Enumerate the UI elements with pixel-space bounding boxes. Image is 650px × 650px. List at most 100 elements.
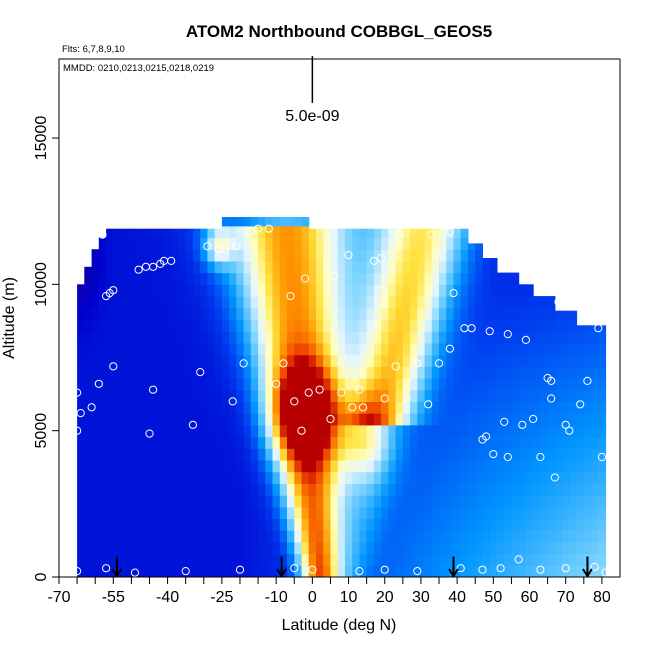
heatmap-cell bbox=[344, 366, 353, 379]
heatmap-cell bbox=[192, 319, 201, 332]
heatmap-cell bbox=[294, 354, 303, 367]
heatmap-cell bbox=[424, 565, 433, 577]
heatmap-cell bbox=[482, 258, 491, 262]
heatmap-cell bbox=[200, 530, 208, 543]
heatmap-cell bbox=[460, 296, 469, 309]
heatmap-cell bbox=[547, 296, 556, 309]
heatmap-cell bbox=[598, 342, 607, 356]
heatmap-cell bbox=[91, 249, 100, 262]
heatmap-cell bbox=[511, 448, 520, 461]
heatmap-cell bbox=[525, 389, 534, 402]
heatmap-cell bbox=[504, 413, 512, 426]
heatmap-cell bbox=[236, 541, 245, 555]
heatmap-cell bbox=[91, 530, 100, 543]
heatmap-cell bbox=[279, 272, 288, 285]
heatmap-cell bbox=[91, 366, 100, 379]
heatmap-cell bbox=[431, 319, 440, 332]
heatmap-cell bbox=[236, 436, 245, 449]
sample-point bbox=[485, 327, 494, 336]
heatmap-cell bbox=[511, 319, 520, 332]
heatmap-cell bbox=[533, 319, 541, 332]
heatmap-cell bbox=[431, 366, 440, 379]
heatmap-cell bbox=[453, 424, 462, 438]
heatmap-cell bbox=[417, 378, 426, 391]
heatmap-cell bbox=[453, 459, 462, 473]
heatmap-cell bbox=[381, 228, 389, 239]
heatmap-cell bbox=[569, 506, 578, 520]
heatmap-cell bbox=[562, 565, 570, 577]
heatmap-cell bbox=[178, 249, 187, 262]
heatmap-cell bbox=[308, 424, 317, 438]
heatmap-cell bbox=[135, 228, 143, 239]
heatmap-cell bbox=[106, 319, 114, 332]
heatmap-cell bbox=[402, 249, 411, 262]
sample-point bbox=[102, 564, 111, 573]
heatmap-cell bbox=[511, 413, 520, 426]
heatmap-cell bbox=[439, 553, 447, 566]
heatmap-cell bbox=[504, 518, 512, 531]
heatmap-cell bbox=[178, 389, 187, 402]
heatmap-cell bbox=[149, 483, 158, 496]
heatmap-cell bbox=[395, 228, 404, 239]
x-tick-label: 30 bbox=[412, 589, 430, 606]
heatmap-cell bbox=[330, 354, 339, 367]
heatmap-cell bbox=[337, 518, 346, 531]
heatmap-cell bbox=[149, 319, 158, 332]
heatmap-cell bbox=[279, 354, 288, 367]
heatmap-cell bbox=[482, 319, 491, 332]
heatmap-cell bbox=[91, 331, 100, 344]
heatmap-cell bbox=[127, 495, 136, 508]
heatmap-cell bbox=[308, 471, 317, 484]
heatmap-cell bbox=[576, 378, 585, 391]
heatmap-cell bbox=[402, 296, 411, 309]
heatmap-cell bbox=[120, 296, 129, 309]
heatmap-cell bbox=[98, 413, 107, 426]
sample-point bbox=[445, 227, 454, 236]
heatmap-cell bbox=[482, 342, 491, 356]
heatmap-cell bbox=[496, 401, 505, 414]
heatmap-cell bbox=[410, 378, 418, 391]
heatmap-cell bbox=[446, 284, 455, 297]
heatmap-cell bbox=[373, 530, 382, 543]
heatmap-cell bbox=[185, 331, 194, 344]
heatmap-cell bbox=[287, 541, 295, 555]
heatmap-cell bbox=[489, 319, 498, 332]
heatmap-cell bbox=[439, 237, 447, 250]
heatmap-cell bbox=[98, 307, 107, 321]
heatmap-cell bbox=[410, 296, 418, 309]
heatmap-cell bbox=[200, 319, 208, 332]
heatmap-cell bbox=[207, 518, 216, 531]
heatmap-cell bbox=[316, 366, 324, 379]
heatmap-cell bbox=[446, 413, 455, 426]
heatmap-cell bbox=[540, 553, 549, 566]
heatmap-cell bbox=[359, 319, 368, 332]
heatmap-cell bbox=[272, 389, 281, 402]
heatmap-cell bbox=[243, 471, 252, 484]
heatmap-cell bbox=[258, 506, 266, 520]
heatmap-cell bbox=[489, 389, 498, 402]
heatmap-cell bbox=[250, 319, 259, 332]
heatmap-cell bbox=[98, 237, 107, 250]
heatmap-cell bbox=[127, 448, 136, 461]
heatmap-cell bbox=[504, 296, 512, 309]
heatmap-cell bbox=[417, 249, 426, 262]
heatmap-cell bbox=[511, 272, 520, 285]
heatmap-cell bbox=[373, 249, 382, 262]
sample-point bbox=[188, 420, 197, 429]
heatmap-cell bbox=[373, 424, 382, 438]
heatmap-cell bbox=[431, 272, 440, 285]
heatmap-cell bbox=[359, 284, 368, 297]
heatmap-cell bbox=[229, 366, 237, 379]
x-tick-label: 50 bbox=[484, 589, 502, 606]
heatmap-cell bbox=[149, 448, 158, 461]
heatmap-cell bbox=[142, 495, 150, 508]
heatmap-cell bbox=[84, 342, 93, 356]
heatmap-cell bbox=[562, 459, 570, 473]
heatmap-cell bbox=[200, 331, 208, 344]
heatmap-cell bbox=[337, 307, 346, 321]
heatmap-cell bbox=[84, 296, 93, 309]
heatmap-cell bbox=[591, 389, 599, 402]
sample-point bbox=[518, 420, 527, 429]
heatmap-cell bbox=[446, 506, 455, 520]
sample-point bbox=[87, 403, 96, 412]
